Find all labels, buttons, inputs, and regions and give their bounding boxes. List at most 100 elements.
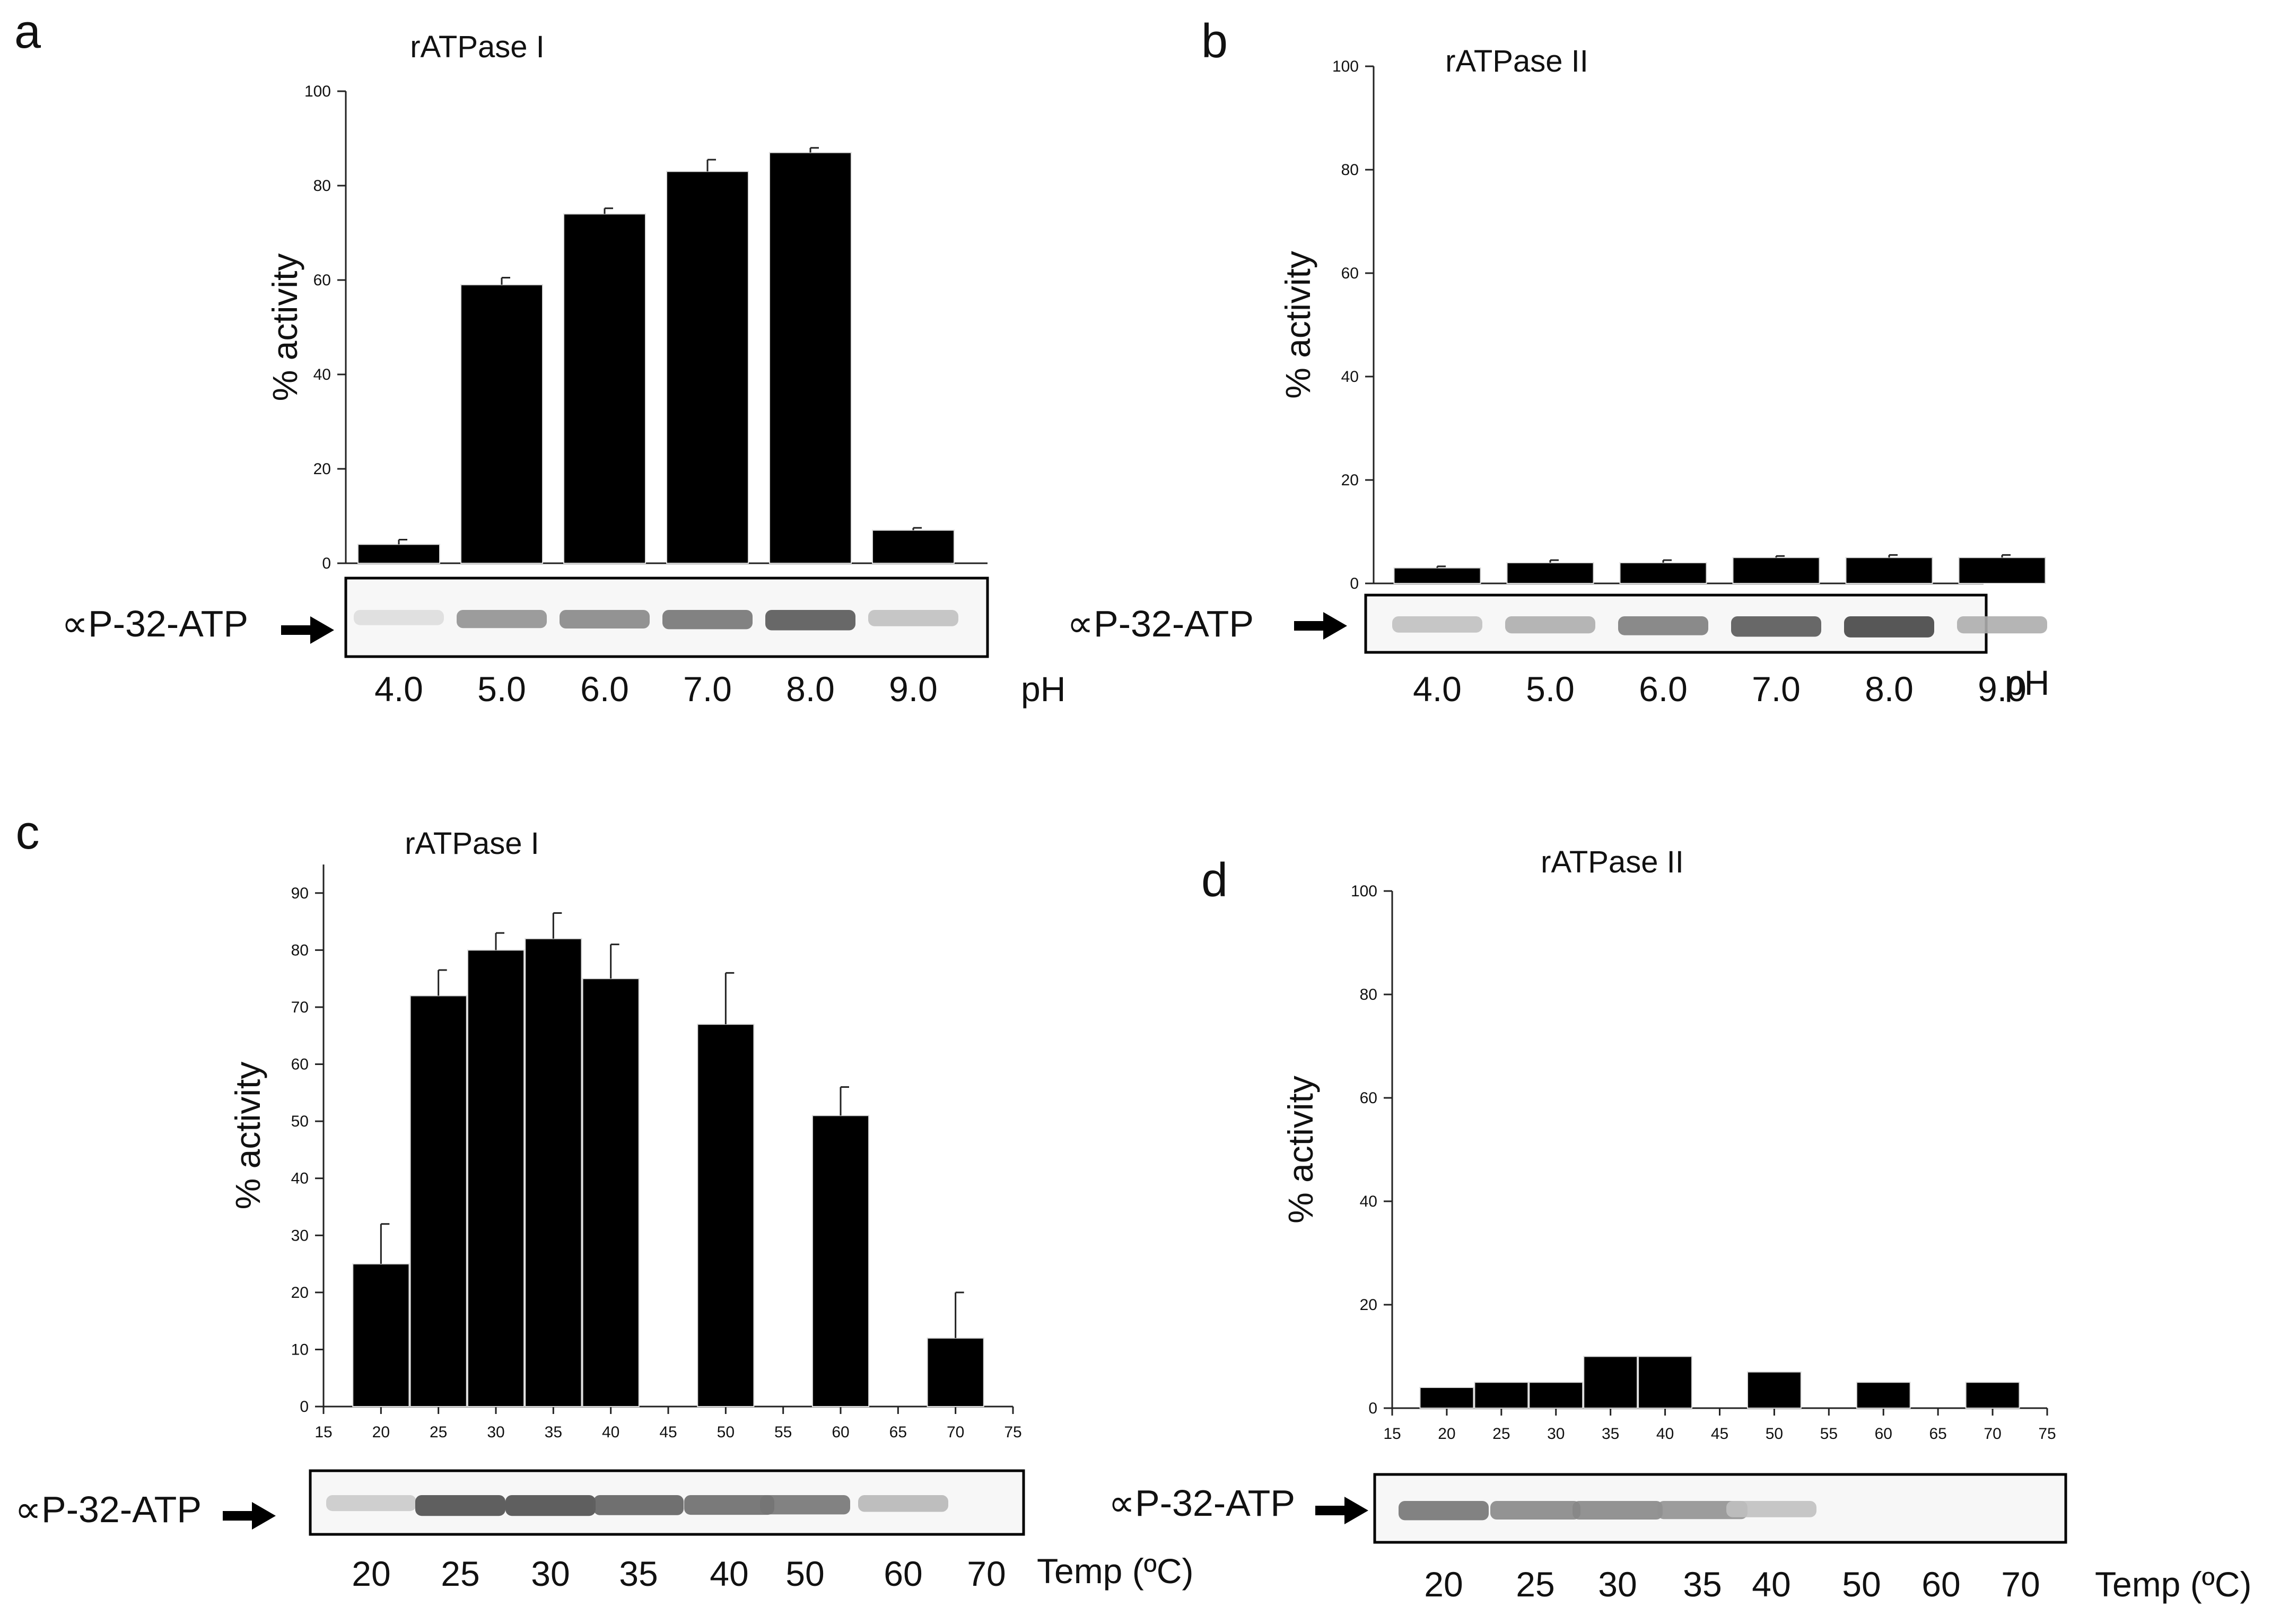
lane-label: 35: [1683, 1565, 1722, 1604]
x-tick-label: 20: [372, 1424, 390, 1441]
x-tick-label: 75: [2038, 1425, 2056, 1443]
x-tick-label: 25: [1492, 1425, 1510, 1443]
bar: [769, 152, 852, 564]
bar: [872, 529, 955, 564]
x-tick-label: 65: [889, 1424, 907, 1441]
gel-band: [868, 610, 958, 626]
bar: [1746, 1371, 1802, 1409]
lane-label: 20: [1424, 1565, 1463, 1604]
gel-band: [505, 1495, 596, 1516]
x-tick-label: 45: [1711, 1425, 1728, 1443]
chart-title: rATPase II: [1445, 44, 1588, 78]
bar: [357, 544, 440, 564]
gel-band: [1957, 616, 2047, 634]
y-tick-label: 20: [1341, 472, 1359, 489]
x-tick-label: 50: [717, 1424, 735, 1441]
bar: [409, 995, 467, 1407]
bar: [1732, 557, 1820, 584]
x-tick-label: 30: [1547, 1425, 1565, 1443]
bar: [1965, 1382, 2020, 1409]
gel-band: [415, 1495, 505, 1516]
lane-label: 20: [352, 1554, 390, 1593]
lane-label: 4.0: [1413, 669, 1462, 709]
y-tick-label: 20: [1360, 1296, 1377, 1314]
gel-band: [1399, 1501, 1489, 1521]
bar: [467, 949, 525, 1407]
y-tick-label: 70: [291, 999, 309, 1016]
chart-panel-c: c rATPase I 0 10 20 30 40 50 60 70 80 90 % activity 1…: [15, 806, 1193, 1593]
y-axis-label: % activity: [228, 1062, 267, 1210]
gel-band: [1505, 616, 1595, 634]
lane-label: 50: [785, 1554, 824, 1593]
x-tick-label: 40: [602, 1424, 619, 1441]
lane-label: 6.0: [580, 669, 629, 709]
panel-letter: d: [1201, 854, 1228, 907]
gel-label: ∝P-32-ATP: [62, 603, 248, 644]
chart-panel-b: b rATPase II 0 20 40 60 80 100 % activity ∝P-32-A…: [1067, 15, 2049, 709]
y-tick-label: 40: [313, 366, 331, 383]
lane-label: 25: [441, 1554, 479, 1593]
y-tick-label: 100: [1351, 883, 1377, 900]
x-tick-label: 45: [659, 1424, 677, 1441]
x-tick-label: 55: [774, 1424, 792, 1441]
y-axis-label: % activity: [265, 254, 304, 401]
gel-band: [1618, 616, 1708, 635]
y-tick-label: 0: [1350, 575, 1359, 592]
gel-band: [684, 1495, 774, 1515]
lane-label: 7.0: [1752, 669, 1801, 709]
y-tick-label: 10: [291, 1341, 309, 1358]
x-tick-label: 25: [430, 1424, 447, 1441]
lane-label: 8.0: [786, 669, 835, 709]
x-tick-label: 50: [1766, 1425, 1783, 1443]
y-tick-label: 0: [322, 555, 331, 572]
gel-band: [1844, 616, 1934, 638]
gel-arrow-icon: [1294, 612, 1347, 640]
gel-band: [760, 1495, 850, 1515]
gel-band: [1573, 1501, 1663, 1520]
y-tick-label: 60: [313, 272, 331, 289]
lane-label: 7.0: [683, 669, 732, 709]
chart-title: rATPase I: [410, 30, 545, 64]
gel-band: [560, 610, 650, 628]
y-tick-label: 20: [313, 460, 331, 478]
x-tick-label: 70: [947, 1424, 964, 1441]
lane-label: 8.0: [1865, 669, 1914, 709]
gel-band: [326, 1495, 416, 1512]
y-tick-label: 40: [1341, 368, 1359, 386]
y-tick-label: 80: [291, 941, 309, 959]
gel-band: [457, 610, 547, 628]
x-axis-label: Temp (ºC): [1037, 1551, 1193, 1591]
y-tick-label: 100: [1332, 58, 1359, 75]
bar: [1474, 1382, 1529, 1409]
y-tick-label: 40: [291, 1170, 309, 1188]
panel-letter: a: [14, 5, 41, 58]
bar: [1845, 557, 1933, 584]
gel-label: ∝P-32-ATP: [15, 1489, 202, 1530]
gel-band: [1392, 616, 1482, 633]
lane-label: 9.0: [1978, 669, 2026, 709]
gel-band: [593, 1495, 684, 1515]
chart-panel-d: d rATPase II 0 20 40 60 80 100 % activity 15 20 25 3…: [1108, 845, 2251, 1604]
lane-label: 4.0: [374, 669, 423, 709]
gel-arrow-icon: [281, 616, 334, 644]
chart-title: rATPase I: [405, 826, 539, 861]
y-axis-label: % activity: [1281, 1076, 1320, 1224]
gel-band: [1731, 616, 1821, 637]
x-tick-label: 40: [1656, 1425, 1674, 1443]
panel-letter: c: [16, 806, 40, 859]
bar: [352, 1263, 410, 1408]
gel-arrow-icon: [1315, 1497, 1368, 1524]
x-tick-label: 75: [1004, 1424, 1021, 1441]
y-tick-label: 50: [291, 1113, 309, 1130]
gel-band: [354, 610, 444, 625]
y-tick-label: 60: [291, 1056, 309, 1073]
x-tick-label: 35: [1602, 1425, 1619, 1443]
bar: [1393, 567, 1481, 584]
bar: [927, 1337, 984, 1408]
y-tick-label: 40: [1360, 1193, 1377, 1210]
gel-band: [765, 610, 855, 631]
y-tick-label: 30: [291, 1227, 309, 1244]
x-tick-label: 15: [1383, 1425, 1401, 1443]
x-tick-label: 35: [545, 1424, 562, 1441]
